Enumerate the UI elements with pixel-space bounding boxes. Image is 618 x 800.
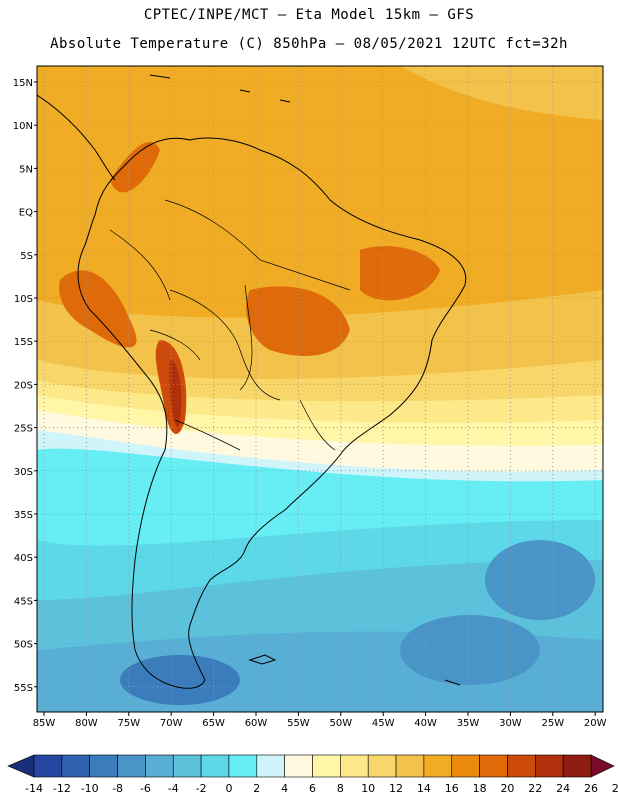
colorbar-label: 2 — [253, 782, 260, 795]
colorbar-label: -14 — [25, 782, 43, 795]
colorbar-swatch — [145, 754, 174, 778]
coastlines — [37, 74, 467, 689]
colorbar-swatch — [256, 754, 285, 778]
latitude-label: 40S — [14, 553, 33, 564]
south-georgia — [444, 679, 461, 686]
colorbar-label: 8 — [337, 782, 344, 795]
longitude-label: 70W — [160, 718, 183, 729]
colorbar-swatch — [228, 754, 258, 778]
caribbean-islands — [149, 74, 291, 103]
latitude-label: 55S — [14, 683, 33, 694]
latitude-label: 25S — [14, 424, 33, 435]
andes-borders — [109, 229, 241, 451]
latitude-label: 30S — [14, 467, 33, 478]
longitude-labels: 85W 80W 75W 70W 65W 60W 55W 50W 45W 40W 35W 30W 25W 2… — [33, 712, 607, 729]
colorbar: -14 -12 -10 -8 -6 -4 -2 0 2 4 6 8 10 12 14 16 18 20 22 24 26… — [7, 754, 618, 795]
cold-core-southeast — [400, 615, 540, 685]
colorbar-label: 4 — [281, 782, 288, 795]
colorbar-high-arrow — [590, 754, 615, 778]
colorbar-label: 0 — [225, 782, 232, 795]
colorbar-label: 16 — [445, 782, 459, 795]
colorbar-label: 24 — [556, 782, 570, 795]
latitude-label: 5S — [20, 251, 33, 262]
latitude-label: 15S — [14, 337, 33, 348]
colorbar-label: -10 — [81, 782, 99, 795]
latitude-label: 15N — [13, 78, 33, 89]
colorbar-swatch — [423, 754, 453, 778]
colorbar-swatch — [284, 754, 313, 778]
colorbar-label: -6 — [140, 782, 151, 795]
colorbar-swatch — [562, 754, 592, 778]
longitude-label: 75W — [117, 718, 140, 729]
longitude-label: 40W — [414, 718, 437, 729]
latitude-label: 50S — [14, 640, 33, 651]
colorbar-swatch — [479, 754, 508, 778]
south-america-coastline — [77, 137, 467, 689]
colorbar-swatch — [200, 754, 230, 778]
longitude-label: 30W — [499, 718, 522, 729]
central-america-coastline — [37, 94, 116, 181]
north-atlantic-cooler-band — [400, 66, 603, 120]
falkland-islands — [248, 654, 277, 665]
longitude-label: 35W — [457, 718, 480, 729]
colorbar-swatch — [367, 754, 397, 778]
warm-core-central-brazil — [246, 286, 350, 356]
cold-core-south — [120, 655, 240, 705]
brazil-border — [164, 199, 351, 451]
colorbar-label: 6 — [309, 782, 316, 795]
colorbar-swatch — [89, 754, 118, 778]
colorbar-label: -8 — [112, 782, 123, 795]
warm-core-northeast-brazil — [360, 246, 440, 301]
temperature-field — [37, 66, 603, 712]
colorbar-swatch — [507, 754, 536, 778]
colorbar-label: -2 — [196, 782, 207, 795]
longitude-label: 25W — [541, 718, 564, 729]
longitude-label: 50W — [329, 718, 352, 729]
map-frame — [36, 65, 604, 713]
latitude-label: 45S — [14, 596, 33, 607]
map-title-line-1: CPTEC/INPE/MCT – Eta Model 15km – GFS — [143, 7, 475, 23]
longitude-label: 45W — [372, 718, 395, 729]
colorbar-swatch — [117, 754, 146, 778]
latitude-label: 10N — [13, 121, 33, 132]
colorbar-label: 28 — [612, 782, 618, 795]
colorbar-swatch — [61, 754, 90, 778]
colorbar-label: 26 — [584, 782, 598, 795]
map-title-line-2: Absolute Temperature (C) 850hPa – 08/05/… — [50, 36, 568, 52]
colorbar-label: -4 — [168, 782, 179, 795]
colorbar-swatch — [312, 754, 341, 778]
latitude-label: 35S — [14, 510, 33, 521]
latitude-labels: 15N 10N 5N EQ 5S 10S 15S 20S 25S 30S 35S 40S 45S 50S 5… — [13, 78, 37, 694]
latitude-label: 5N — [19, 164, 33, 175]
colorbar-swatch — [395, 754, 425, 778]
warm-core-peru — [59, 270, 137, 348]
colorbar-swatch — [172, 754, 202, 778]
colorbar-label: 12 — [389, 782, 403, 795]
country-borders — [109, 199, 351, 451]
longitude-label: 20W — [584, 718, 607, 729]
colorbar-low-arrow — [7, 754, 35, 778]
longitude-label: 80W — [75, 718, 98, 729]
cold-core-east — [485, 540, 595, 620]
colorbar-swatch — [33, 754, 63, 778]
colorbar-label: -12 — [53, 782, 71, 795]
latitude-label: EQ — [19, 208, 33, 219]
colorbar-swatch — [340, 754, 369, 778]
latitude-label: 20S — [14, 380, 33, 391]
colorbar-swatch — [534, 754, 564, 778]
longitude-label: 60W — [245, 718, 268, 729]
warm-core-north-andes — [110, 141, 160, 193]
longitude-label: 65W — [202, 718, 225, 729]
colorbar-label: 10 — [361, 782, 375, 795]
colorbar-label: 20 — [500, 782, 514, 795]
colorbar-swatch — [451, 754, 480, 778]
warm-core-inner — [169, 360, 182, 430]
latitude-label: 10S — [14, 294, 33, 305]
colorbar-label: 22 — [528, 782, 542, 795]
colorbar-label: 18 — [473, 782, 487, 795]
longitude-label: 55W — [287, 718, 310, 729]
colorbar-label: 14 — [417, 782, 431, 795]
longitude-label: 85W — [33, 718, 56, 729]
